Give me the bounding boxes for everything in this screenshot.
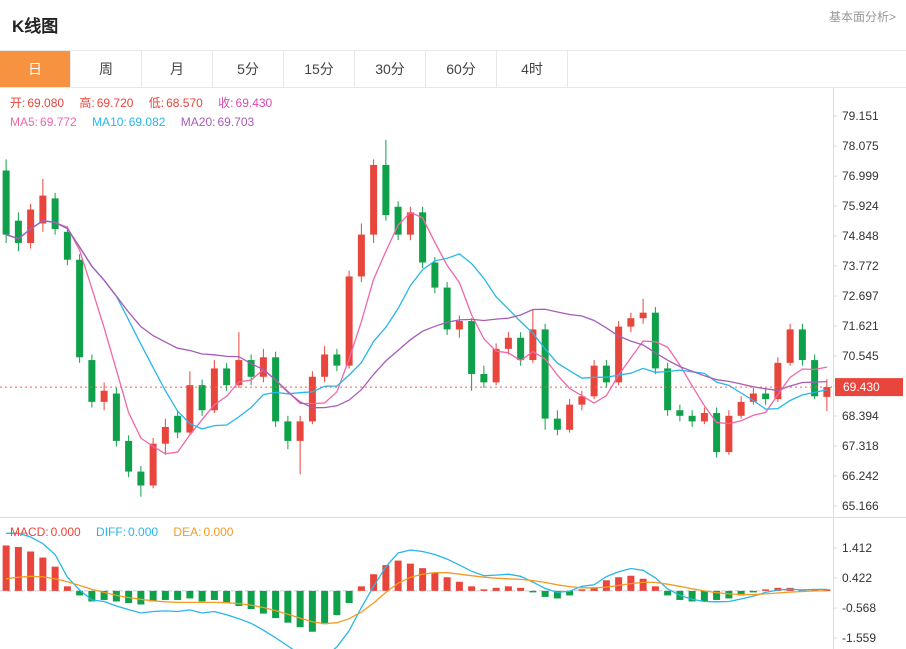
- chart-borders: [0, 88, 906, 649]
- ma5-value: MA5: 69.772: [10, 115, 77, 129]
- candles-layer: [2, 139, 831, 497]
- ma20-value: MA20: 69.703: [180, 115, 255, 129]
- dea-value: DEA: 0.000: [173, 525, 234, 539]
- ma-legend: MA5: 69.772 MA10: 69.082 MA20: 69.703: [10, 115, 266, 130]
- macd-value: MACD: 0.000: [10, 525, 81, 539]
- svg-text:-0.568: -0.568: [842, 601, 876, 615]
- svg-text:70.545: 70.545: [842, 349, 879, 363]
- ohlc-legend: 开: 69.080 高: 69.720 低: 68.570 收: 69.430: [10, 96, 284, 111]
- svg-text:73.772: 73.772: [842, 259, 879, 273]
- svg-text:71.621: 71.621: [842, 319, 879, 333]
- tab-15min[interactable]: 15分: [284, 51, 355, 87]
- macd-axis-labels: 1.412 0.422 -0.568 -1.559: [833, 541, 876, 645]
- ohlc-close: 收: 69.430: [218, 96, 273, 110]
- svg-text:74.848: 74.848: [842, 229, 879, 243]
- tab-60min[interactable]: 60分: [426, 51, 497, 87]
- svg-text:69.430: 69.430: [843, 380, 880, 394]
- tab-day[interactable]: 日: [0, 51, 71, 87]
- macd-lines-layer: [6, 532, 827, 649]
- macd-hist-layer: [0, 545, 833, 632]
- ma10-value: MA10: 69.082: [92, 115, 166, 129]
- svg-text:-1.559: -1.559: [842, 631, 876, 645]
- svg-text:68.394: 68.394: [842, 409, 879, 423]
- tab-5min[interactable]: 5分: [213, 51, 284, 87]
- svg-text:0.422: 0.422: [842, 571, 872, 585]
- ohlc-high: 高: 69.720: [79, 96, 134, 110]
- ohlc-open: 开: 69.080: [10, 96, 65, 110]
- svg-text:67.318: 67.318: [842, 439, 879, 453]
- svg-text:75.924: 75.924: [842, 199, 879, 213]
- page-title: K线图: [12, 17, 59, 36]
- kline-chart-canvas[interactable]: 79.151 78.075 76.999 75.924 74.848 73.772 72.6…: [0, 88, 906, 649]
- tab-month[interactable]: 月: [142, 51, 213, 87]
- svg-text:78.075: 78.075: [842, 139, 879, 153]
- page-header: K线图 基本面分析>: [0, 0, 906, 50]
- svg-text:79.151: 79.151: [842, 109, 879, 123]
- current-price-tag: 69.430: [835, 378, 903, 397]
- svg-text:76.999: 76.999: [842, 169, 879, 183]
- ohlc-low: 低: 68.570: [148, 96, 203, 110]
- tab-4hour[interactable]: 4时: [497, 51, 568, 87]
- fundamental-analysis-link[interactable]: 基本面分析>: [828, 10, 896, 24]
- price-axis-labels: 79.151 78.075 76.999 75.924 74.848 73.772 72.6…: [833, 109, 879, 513]
- tab-week[interactable]: 周: [71, 51, 142, 87]
- tab-30min[interactable]: 30分: [355, 51, 426, 87]
- period-tabs: 日 周 月 5分 15分 30分 60分 4时: [0, 50, 906, 88]
- svg-text:72.697: 72.697: [842, 289, 879, 303]
- ma-lines-layer: [5, 211, 828, 455]
- chart-region: 79.151 78.075 76.999 75.924 74.848 73.772 72.6…: [0, 88, 906, 649]
- diff-value: DIFF: 0.000: [96, 525, 159, 539]
- macd-legend: MACD: 0.000 DIFF: 0.000 DEA: 0.000: [10, 525, 245, 540]
- svg-text:65.166: 65.166: [842, 499, 879, 513]
- svg-text:66.242: 66.242: [842, 469, 879, 483]
- svg-text:1.412: 1.412: [842, 541, 872, 555]
